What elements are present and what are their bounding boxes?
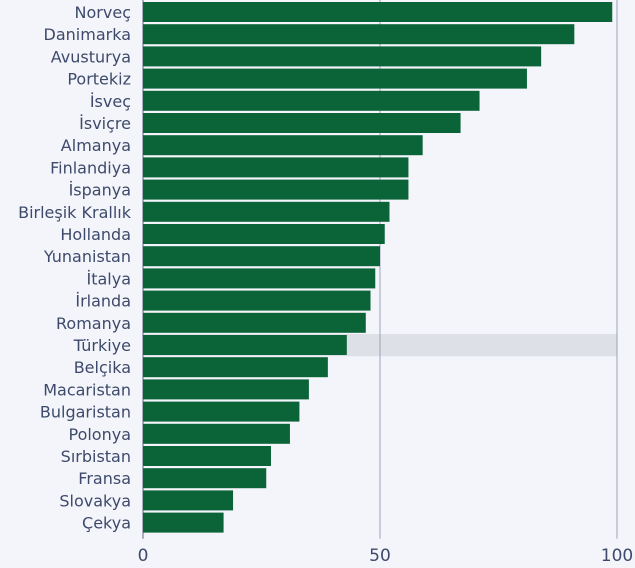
category-label-13: İrlanda (75, 292, 131, 311)
category-label-21: Fransa (78, 469, 131, 488)
bar-11 (143, 246, 380, 267)
category-label-22: Slovakya (59, 491, 131, 510)
bar-1 (143, 24, 575, 45)
bar-23 (143, 512, 224, 533)
x-tick-label-0: 0 (138, 546, 149, 566)
bar-19 (143, 423, 290, 444)
x-tick-label-50: 50 (369, 546, 391, 566)
category-label-7: Finlandiya (50, 158, 131, 177)
category-label-10: Hollanda (60, 225, 131, 244)
bar-0 (143, 2, 613, 22)
bar-17 (143, 379, 309, 400)
bar-18 (143, 401, 300, 422)
x-axis-ticks: 0 50 100 (138, 546, 634, 566)
category-label-0: Norveç (75, 3, 131, 22)
category-label-4: İsveç (90, 92, 131, 111)
bar-10 (143, 224, 385, 244)
category-label-5: İsviçre (79, 114, 131, 133)
bar-15 (143, 335, 347, 355)
category-label-19: Polonya (68, 425, 131, 444)
bar-8 (143, 179, 409, 200)
bar-14 (143, 312, 366, 333)
x-tick-label-100: 100 (601, 546, 633, 566)
bar-5 (143, 113, 461, 133)
bar-4 (143, 90, 480, 111)
category-label-14: Romanya (56, 314, 131, 333)
bar-21 (143, 468, 267, 489)
category-label-8: İspanya (69, 181, 131, 200)
category-label-18: Bulgaristan (40, 403, 131, 422)
bar-16 (143, 357, 328, 378)
bar-20 (143, 446, 271, 466)
bar-9 (143, 201, 390, 222)
bar-3 (143, 68, 527, 89)
bar-22 (143, 490, 234, 511)
category-label-23: Çekya (82, 514, 131, 533)
category-label-20: Sırbistan (61, 447, 131, 466)
category-label-16: Belçika (74, 358, 131, 377)
category-label-11: Yunanistan (43, 247, 131, 266)
category-label-15: Türkiye (73, 336, 131, 355)
category-label-3: Portekiz (67, 70, 131, 89)
category-label-2: Avusturya (51, 47, 131, 66)
bar-6 (143, 135, 423, 156)
category-label-1: Danimarka (44, 25, 131, 44)
category-label-17: Macaristan (43, 380, 131, 399)
bar-2 (143, 46, 542, 67)
bar-layer (143, 2, 613, 533)
bar-13 (143, 290, 371, 311)
category-label-9: Birleşik Krallık (18, 203, 132, 222)
category-label-6: Almanya (61, 136, 131, 155)
category-labels: Norveç Danimarka Avusturya Portekiz İsveç İsv… (18, 3, 132, 533)
category-label-12: İtalya (86, 269, 131, 288)
bar-12 (143, 268, 376, 289)
bar-7 (143, 157, 409, 178)
